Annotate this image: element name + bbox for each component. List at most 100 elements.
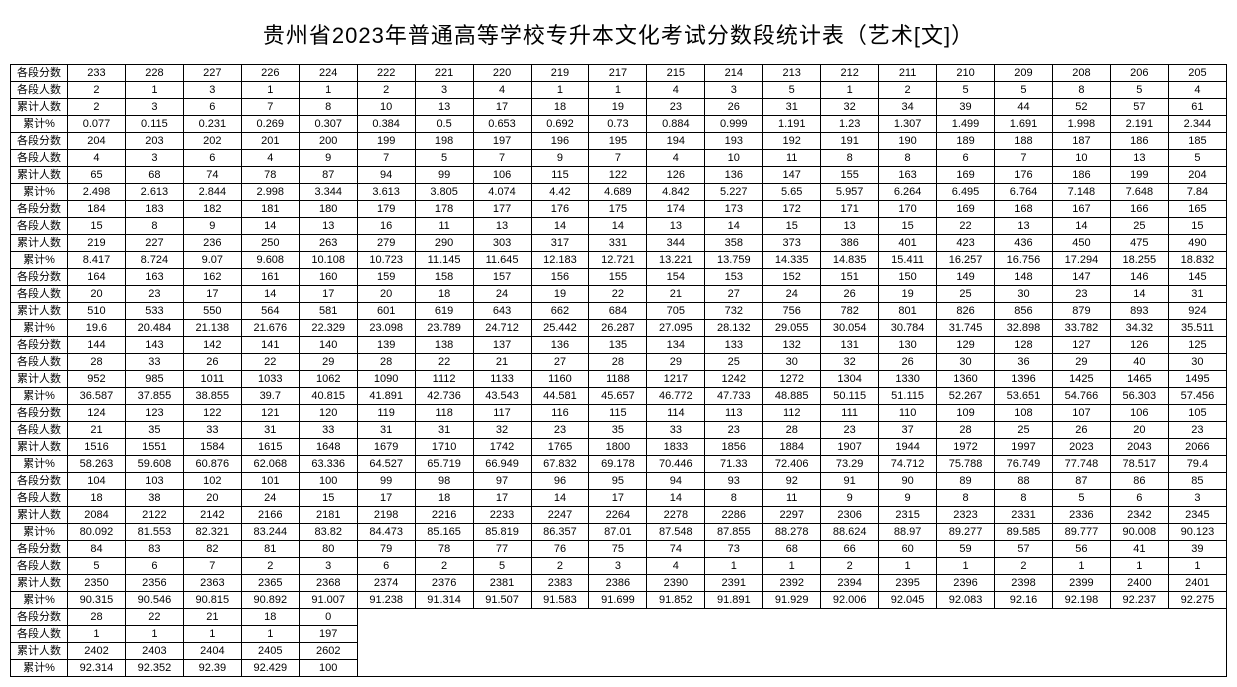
data-cell: 12.183 <box>531 252 589 269</box>
data-cell: 91.238 <box>357 592 415 609</box>
data-cell: 95 <box>589 473 647 490</box>
row-label: 各段人数 <box>11 218 68 235</box>
data-cell: 31.745 <box>937 320 995 337</box>
data-cell: 195 <box>589 133 647 150</box>
data-cell: 23.098 <box>357 320 415 337</box>
data-cell: 0.692 <box>531 116 589 133</box>
data-cell: 9 <box>183 218 241 235</box>
data-cell: 1 <box>241 82 299 99</box>
data-cell: 1.499 <box>937 116 995 133</box>
data-cell: 27 <box>531 354 589 371</box>
data-cell: 2.613 <box>125 184 183 201</box>
row-label: 各段人数 <box>11 82 68 99</box>
data-cell: 34 <box>879 99 937 116</box>
score-table: 各段分数233228227226224222221220219217215214… <box>10 64 1227 677</box>
row-label: 各段分数 <box>11 609 68 626</box>
data-cell: 18 <box>531 99 589 116</box>
data-cell: 92.237 <box>1110 592 1168 609</box>
data-cell: 14 <box>241 218 299 235</box>
data-cell: 142 <box>183 337 241 354</box>
data-cell: 50.115 <box>821 388 879 405</box>
data-cell: 161 <box>241 269 299 286</box>
data-cell: 14.835 <box>821 252 879 269</box>
data-cell: 1742 <box>473 439 531 456</box>
data-cell: 217 <box>589 65 647 82</box>
data-cell: 103 <box>125 473 183 490</box>
data-cell: 154 <box>647 269 705 286</box>
data-cell: 72.406 <box>763 456 821 473</box>
data-cell: 2297 <box>763 507 821 524</box>
data-cell: 228 <box>125 65 183 82</box>
data-cell: 2350 <box>68 575 126 592</box>
data-cell: 2374 <box>357 575 415 592</box>
data-cell: 5 <box>68 558 126 575</box>
data-cell: 2 <box>68 99 126 116</box>
data-cell: 137 <box>473 337 531 354</box>
data-cell: 10 <box>705 150 763 167</box>
row-label: 累计% <box>11 456 68 473</box>
data-cell: 68 <box>763 541 821 558</box>
data-cell: 37 <box>879 422 937 439</box>
data-cell: 16.257 <box>937 252 995 269</box>
data-cell: 0.884 <box>647 116 705 133</box>
data-cell: 227 <box>183 65 241 82</box>
data-cell: 125 <box>1168 337 1226 354</box>
data-cell: 1615 <box>241 439 299 456</box>
data-cell: 81.553 <box>125 524 183 541</box>
data-cell: 4 <box>68 150 126 167</box>
data-cell: 113 <box>705 405 763 422</box>
data-cell: 20 <box>183 490 241 507</box>
data-cell: 0.307 <box>299 116 357 133</box>
data-cell: 18 <box>415 286 473 303</box>
data-cell: 1765 <box>531 439 589 456</box>
data-cell: 7 <box>241 99 299 116</box>
data-cell: 29.055 <box>763 320 821 337</box>
data-cell: 163 <box>879 167 937 184</box>
data-cell: 196 <box>531 133 589 150</box>
data-cell: 4.689 <box>589 184 647 201</box>
data-cell: 219 <box>531 65 589 82</box>
data-cell: 6 <box>937 150 995 167</box>
data-cell: 3 <box>705 82 763 99</box>
data-cell: 14 <box>241 286 299 303</box>
data-cell: 34.32 <box>1110 320 1168 337</box>
data-cell: 6.264 <box>879 184 937 201</box>
data-cell: 211 <box>879 65 937 82</box>
data-cell: 1833 <box>647 439 705 456</box>
data-cell: 87.855 <box>705 524 763 541</box>
data-cell: 129 <box>937 337 995 354</box>
data-cell: 155 <box>821 167 879 184</box>
data-cell: 226 <box>241 65 299 82</box>
data-cell: 91.583 <box>531 592 589 609</box>
data-cell: 91.314 <box>415 592 473 609</box>
data-cell: 130 <box>879 337 937 354</box>
data-cell: 6 <box>183 150 241 167</box>
data-cell: 128 <box>995 337 1053 354</box>
data-cell: 136 <box>531 337 589 354</box>
data-cell: 210 <box>937 65 995 82</box>
data-cell: 3 <box>125 150 183 167</box>
data-cell: 5 <box>995 82 1053 99</box>
data-cell: 115 <box>531 167 589 184</box>
data-cell: 38.855 <box>183 388 241 405</box>
data-cell: 18 <box>68 490 126 507</box>
data-cell: 25.442 <box>531 320 589 337</box>
data-cell: 662 <box>531 303 589 320</box>
data-cell: 85 <box>1168 473 1226 490</box>
row-label: 累计% <box>11 184 68 201</box>
data-cell: 23 <box>705 422 763 439</box>
data-cell: 65 <box>68 167 126 184</box>
data-cell: 84 <box>68 541 126 558</box>
data-cell: 10 <box>357 99 415 116</box>
data-cell: 2398 <box>995 575 1053 592</box>
data-cell: 61 <box>1168 99 1226 116</box>
data-cell: 2.498 <box>68 184 126 201</box>
data-cell: 2383 <box>531 575 589 592</box>
data-cell: 705 <box>647 303 705 320</box>
data-cell: 205 <box>1168 65 1226 82</box>
data-cell: 6 <box>125 558 183 575</box>
data-cell: 146 <box>1110 269 1168 286</box>
data-cell: 14 <box>531 490 589 507</box>
data-cell: 60 <box>879 541 937 558</box>
data-cell: 0.269 <box>241 116 299 133</box>
